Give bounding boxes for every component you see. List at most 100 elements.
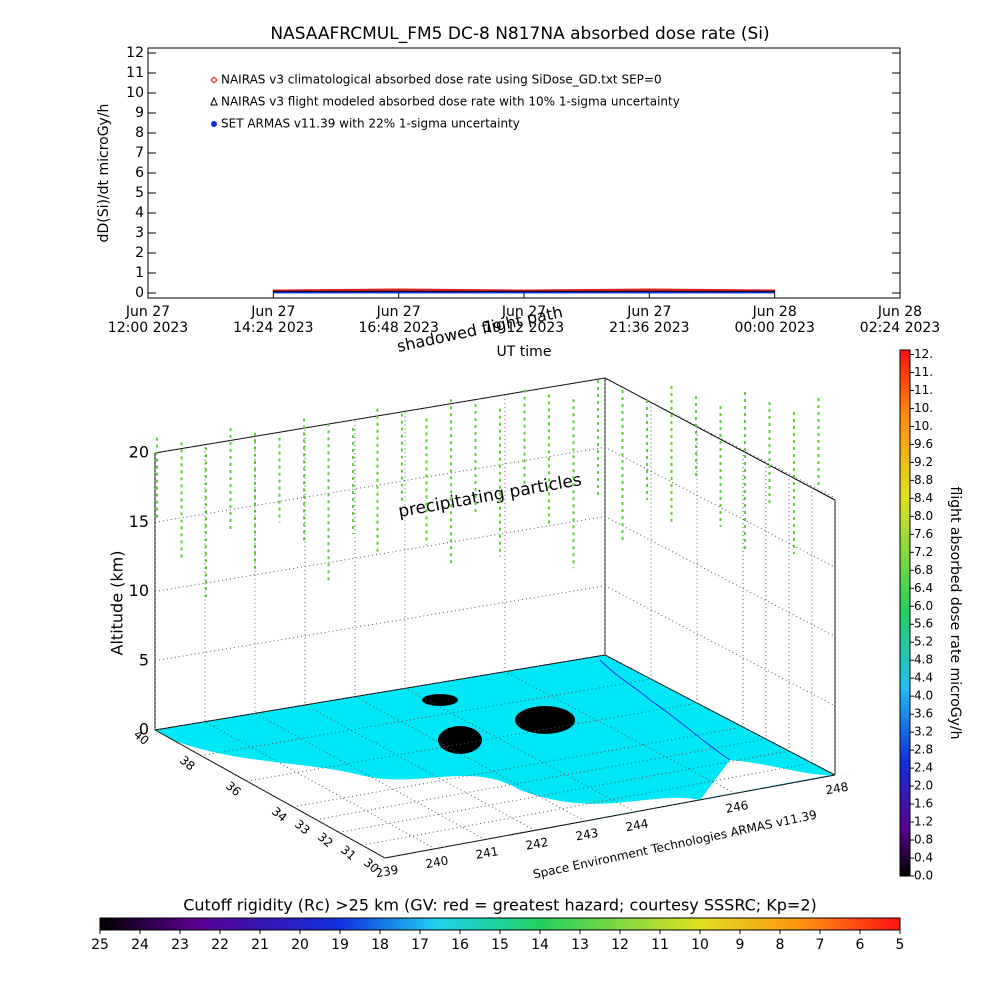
colorbar-title: Cutoff rigidity (Rc) >25 km (GV: red = g… [183,896,817,915]
colorbar-tick-label: 4.8 [914,653,933,667]
colorbar-tick-label: 2.0 [914,779,933,793]
colorbar-tick-label: 9 [736,937,745,953]
legend-label: SET ARMAS v11.39 with 22% 1-sigma uncert… [221,117,520,131]
ocean [160,735,830,858]
grid-line [200,402,652,757]
z-tick-label: 15 [129,512,149,531]
x-tick-label: Jun 27 [626,304,671,320]
y-tick-label: 2 [135,245,144,261]
colorbar-tick-label: 17 [411,937,429,953]
colorbar-tick-label: 1.6 [914,797,933,811]
colorbar-tick-label: 21 [251,937,269,953]
x-tick-label: 16:48 2023 [358,320,438,336]
colorbar-tick-label: 11 [651,937,669,953]
colorbar-tick-label: 8.8 [914,473,933,487]
legend-label: NAIRAS v3 climatological absorbed dose r… [221,73,662,87]
colorbar-tick-label: 23 [171,937,189,953]
x-tick-label: Jun 27 [250,304,295,320]
colorbar-tick-label: 19 [331,937,349,953]
legend-marker [211,121,217,127]
z-axis-label: Altitude (km) [108,551,127,656]
colorbar-tick-label: 10. [914,419,933,433]
dark-blob [515,706,575,734]
x-tick-label: Jun 28 [877,304,922,320]
colorbar-tick-label: 12. [914,347,933,361]
colorbar-tick-label: 9.6 [914,437,933,451]
colorbar-tick-label: 4.0 [914,689,933,703]
colorbar-tick-label: 6.8 [914,563,933,577]
edge [154,729,386,859]
colorbar-tick-label: 25 [91,937,109,953]
y-tick-label: 239 [374,863,399,881]
colorbar-tick-label: 5.6 [914,617,933,631]
colorbar-tick-label: 11. [914,365,933,379]
y-tick-label: 243 [574,826,599,844]
colorbar-vertical [899,349,911,877]
y-tick-label: 241 [474,844,499,862]
y-tick-label: 4 [135,205,144,221]
colorbar-tick-label: 3.6 [914,707,933,721]
grid-line [604,378,836,776]
colorbar-tick-label: 6.0 [914,599,933,613]
colorbar-tick-label: 16 [451,937,469,953]
colorbar-tick-label: 22 [211,937,229,953]
y-tick-label: 0 [135,285,144,301]
colorbar-tick-label: 20 [291,937,309,953]
grid-line [504,394,736,794]
x-tick-label: 19:12 2023 [484,320,564,336]
colorbar-tick-label: 7 [816,937,825,953]
y-axis-label: dD(Si)/dt microGy/h [96,104,112,243]
colorbar-tick-label: 18 [371,937,389,953]
colorbar-tick-label: 9.2 [914,455,933,469]
colorbar-tick-label: 7.6 [914,527,933,541]
y-tick-label: 6 [135,165,144,181]
y-tick-label: 5 [135,185,144,201]
colorbar-title: flight absorbed dose rate microGy/h [947,487,963,740]
y-tick-label: 10 [126,85,144,101]
x-tick-label: 14:24 2023 [233,320,313,336]
y-tick-label: 242 [524,835,549,853]
colorbar-tick-label: 14 [531,937,549,953]
dark-regions [422,694,575,754]
x-tick-label: 21:36 2023 [609,320,689,336]
colorbar-horizontal [99,917,901,931]
colorbar-tick-label: 13 [571,937,589,953]
dark-blob [438,726,482,754]
legend-label: NAIRAS v3 flight modeled absorbed dose r… [221,95,680,109]
y-tick-label: 9 [135,105,144,121]
grid-line [246,426,698,782]
colorbar-tick-label: 12 [611,937,629,953]
x-tick-label: 02:24 2023 [860,320,940,336]
y-tick-label: 248 [824,780,849,798]
colorbar-tick-label: 8 [776,937,785,953]
x-tick-label: Jun 27 [125,304,170,320]
x-axis-label: UT time [497,344,552,360]
z-tick-label: 0 [139,720,149,739]
colorbar-tick-label: 2.4 [914,761,933,775]
colorbar-tick-label: 8.4 [914,491,933,505]
colorbar-tick-label: 10. [914,401,933,415]
y-tick-label: 11 [126,65,144,81]
chart-title: NASAAFRCMUL_FM5 DC-8 N817NA absorbed dos… [270,24,769,44]
colorbar-tick-label: 6.4 [914,581,933,595]
colorbar-tick-label: 0.4 [914,851,933,865]
colorbar-tick-label: 0.8 [914,833,933,847]
colorbar-tick-label: 8.0 [914,509,933,523]
grid-line [361,486,813,846]
z-tick-label: 20 [129,443,149,462]
colorbar-tick-label: 10 [691,937,709,953]
x-tick-label: Jun 27 [501,304,546,320]
colorbar-tick-label: 7.2 [914,545,933,559]
x-tick-label: Jun 28 [752,304,797,320]
y-tick-label: 8 [135,125,144,141]
colorbar-tick-label: 5.2 [914,635,933,649]
x-tick-label: Jun 27 [376,304,421,320]
edge [604,377,836,501]
legend-marker [210,76,218,84]
colorbar-tick-label: 5 [896,937,905,953]
legend-marker [210,96,218,106]
colorbar-tick-label: 2.8 [914,743,933,757]
y-tick-label: 1 [135,265,144,281]
z-tick-label: 5 [139,650,149,669]
